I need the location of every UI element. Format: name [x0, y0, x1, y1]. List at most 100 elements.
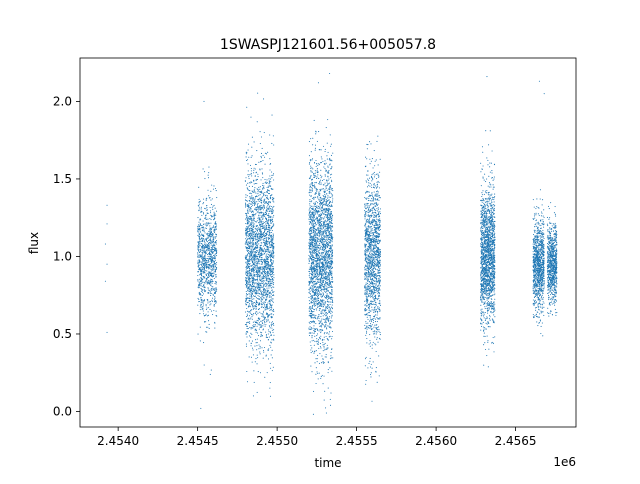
- data-point: [268, 208, 270, 210]
- data-point: [266, 258, 268, 260]
- data-point: [210, 310, 213, 312]
- data-point: [273, 205, 275, 207]
- data-point: [257, 298, 259, 300]
- data-point: [263, 204, 265, 206]
- data-point: [309, 308, 311, 310]
- data-point: [248, 288, 250, 290]
- data-point: [323, 223, 325, 225]
- data-point: [208, 253, 210, 255]
- data-point: [259, 221, 261, 223]
- data-point: [247, 149, 249, 151]
- data-point: [249, 232, 251, 234]
- data-point: [209, 225, 211, 227]
- data-point: [271, 316, 273, 318]
- data-point: [266, 293, 268, 296]
- data-point: [265, 194, 267, 196]
- data-point: [212, 205, 214, 207]
- data-point: [253, 190, 255, 192]
- data-point: [265, 223, 267, 225]
- data-point: [253, 323, 255, 326]
- data-point: [328, 256, 330, 258]
- data-point: [270, 162, 272, 165]
- data-point: [201, 210, 203, 212]
- data-point: [310, 352, 312, 354]
- data-point: [209, 258, 211, 260]
- data-point: [213, 305, 215, 307]
- data-point: [210, 199, 212, 201]
- data-point: [251, 265, 253, 267]
- data-point: [247, 208, 249, 210]
- data-point: [262, 186, 265, 188]
- data-point: [212, 253, 214, 255]
- data-point: [331, 179, 333, 181]
- data-point: [258, 283, 260, 285]
- data-point: [324, 245, 327, 247]
- data-point: [264, 221, 266, 224]
- data-point: [248, 315, 251, 317]
- data-point: [205, 326, 208, 328]
- data-point: [264, 207, 266, 209]
- data-point: [327, 275, 330, 277]
- data-point: [202, 284, 205, 287]
- data-point: [197, 227, 199, 229]
- data-point: [252, 306, 254, 308]
- data-point: [258, 324, 260, 326]
- data-point: [259, 266, 261, 268]
- data-point: [208, 283, 210, 285]
- data-point: [214, 282, 216, 285]
- data-point: [260, 306, 262, 309]
- data-point: [264, 182, 266, 184]
- data-point: [257, 371, 259, 373]
- data-point: [316, 233, 318, 235]
- data-point: [258, 259, 260, 261]
- data-point: [251, 175, 253, 177]
- data-point: [271, 243, 273, 245]
- data-point: [265, 282, 267, 284]
- data-point: [316, 361, 318, 363]
- data-point: [202, 202, 205, 204]
- data-point: [309, 205, 311, 207]
- data-point: [272, 269, 275, 271]
- data-point: [257, 217, 259, 219]
- data-point: [331, 253, 333, 255]
- data-point: [323, 241, 325, 243]
- data-point: [210, 236, 212, 238]
- data-point: [246, 248, 248, 250]
- data-point: [250, 217, 252, 219]
- data-point: [201, 258, 203, 260]
- data-point: [248, 263, 250, 265]
- data-point: [247, 244, 249, 246]
- data-point: [208, 275, 210, 278]
- data-point: [262, 160, 264, 162]
- data-point: [269, 220, 272, 222]
- data-point: [202, 269, 204, 271]
- data-point: [264, 304, 266, 306]
- data-point: [311, 285, 313, 287]
- data-point: [312, 280, 314, 282]
- data-point: [263, 241, 265, 243]
- data-point: [267, 267, 269, 269]
- data-point: [313, 339, 315, 341]
- data-point: [324, 163, 326, 166]
- data-point: [245, 333, 247, 335]
- data-point: [330, 226, 332, 228]
- data-point: [270, 280, 272, 282]
- data-point: [260, 152, 263, 155]
- data-point: [202, 249, 204, 251]
- data-point: [210, 294, 212, 297]
- data-point: [197, 333, 199, 335]
- data-point: [260, 244, 262, 246]
- data-point: [210, 257, 213, 259]
- data-point: [203, 263, 205, 265]
- data-point: [309, 200, 311, 202]
- data-point: [246, 217, 248, 219]
- data-point: [248, 210, 250, 212]
- data-point: [320, 226, 322, 228]
- data-point: [259, 311, 261, 313]
- data-point: [309, 207, 311, 209]
- data-point: [308, 232, 310, 234]
- data-point: [257, 270, 259, 272]
- data-point: [319, 205, 321, 207]
- data-point: [322, 234, 324, 236]
- data-point: [255, 307, 257, 309]
